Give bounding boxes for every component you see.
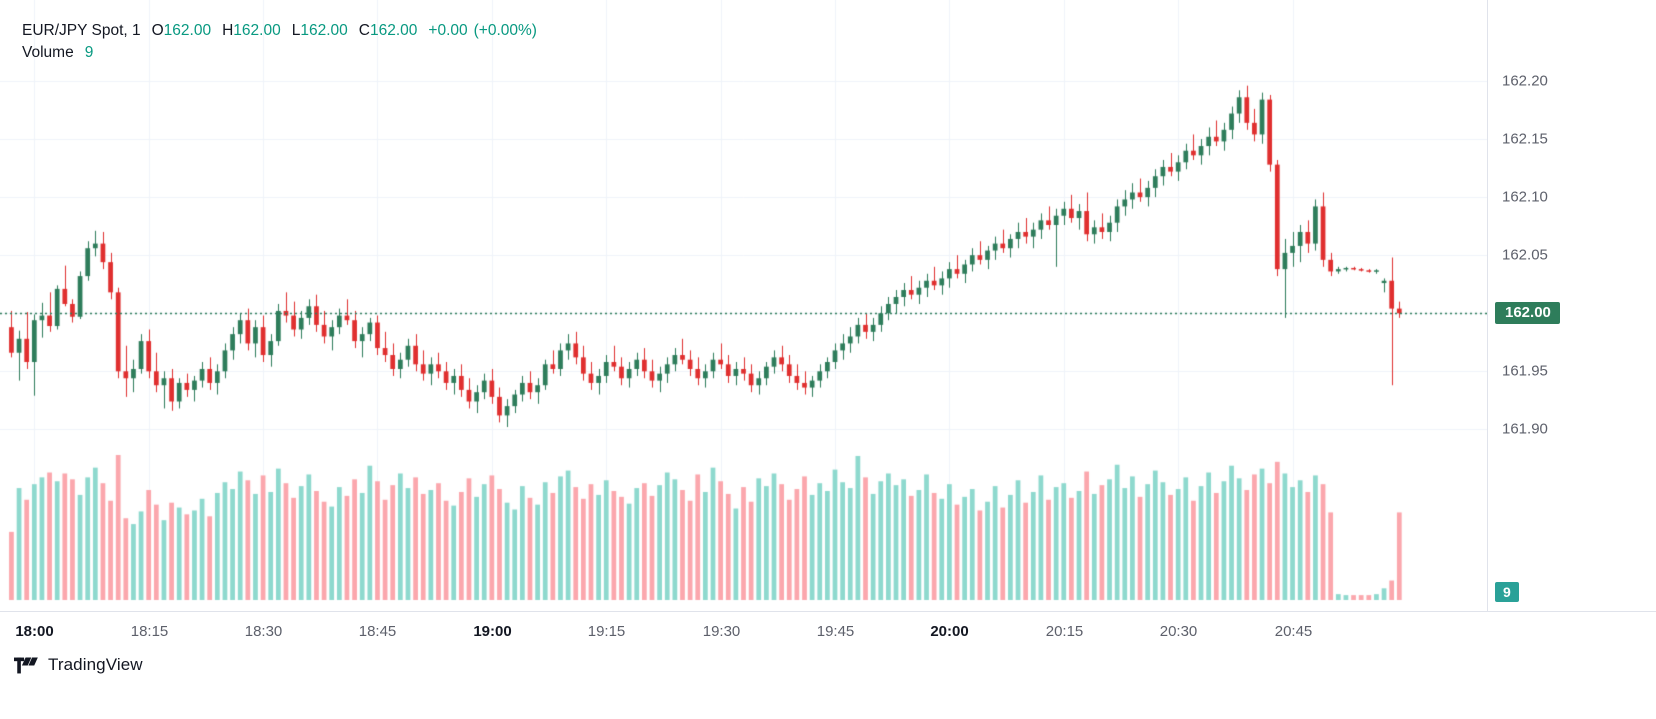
tradingview-logo-icon bbox=[14, 657, 38, 673]
price-tick-161-95: 161.95 bbox=[1502, 362, 1548, 380]
time-tick-18-15: 18:15 bbox=[130, 623, 169, 640]
volume-badge[interactable]: 9 bbox=[1495, 582, 1519, 602]
time-tick-20-30: 20:30 bbox=[1159, 623, 1198, 640]
time-tick-19-15: 19:15 bbox=[587, 623, 626, 640]
candlestick-canvas[interactable] bbox=[0, 0, 1487, 611]
time-scale[interactable]: 18:00 18:15 18:30 18:45 19:00 19:15 19:30 19:45… bbox=[0, 611, 1656, 649]
time-tick-19-30: 19:30 bbox=[702, 623, 741, 640]
price-scale[interactable]: 162.20 162.15 162.10 162.05 161.95 161.90 162.… bbox=[1487, 0, 1656, 611]
price-tick-162-20: 162.20 bbox=[1502, 72, 1548, 90]
time-tick-18-45: 18:45 bbox=[358, 623, 397, 640]
time-tick-20-15: 20:15 bbox=[1045, 623, 1084, 640]
current-price-badge[interactable]: 162.00 bbox=[1495, 302, 1560, 325]
price-tick-162-15: 162.15 bbox=[1502, 130, 1548, 148]
time-tick-19-00: 19:00 bbox=[473, 623, 512, 640]
chart-plot-area[interactable] bbox=[0, 0, 1487, 611]
price-tick-161-90: 161.90 bbox=[1502, 420, 1548, 438]
time-tick-18-00: 18:00 bbox=[15, 623, 54, 640]
tradingview-wordmark: TradingView bbox=[48, 655, 143, 674]
price-tick-162-05: 162.05 bbox=[1502, 246, 1548, 264]
price-tick-162-10: 162.10 bbox=[1502, 188, 1548, 206]
tradingview-branding[interactable]: TradingView bbox=[14, 652, 143, 678]
time-tick-18-30: 18:30 bbox=[244, 623, 283, 640]
time-tick-20-00: 20:00 bbox=[930, 623, 969, 640]
time-tick-20-45: 20:45 bbox=[1274, 623, 1313, 640]
time-tick-19-45: 19:45 bbox=[816, 623, 855, 640]
